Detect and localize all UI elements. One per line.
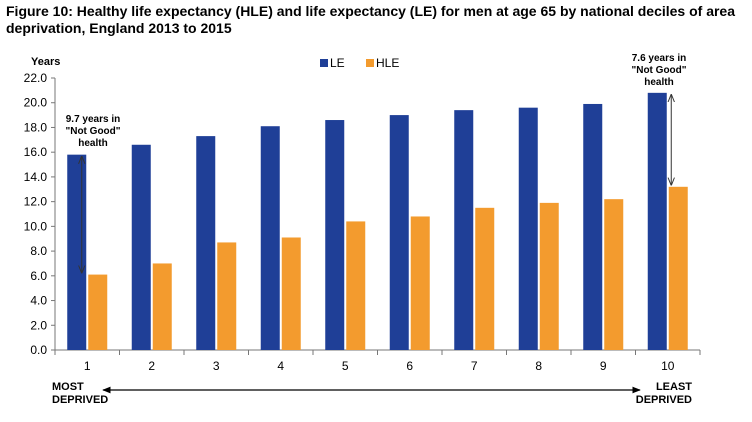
y-tick-label: 4.0	[30, 294, 47, 308]
bar-le-8	[518, 107, 538, 350]
bar-le-6	[389, 115, 409, 350]
y-tick-label: 2.0	[30, 318, 47, 332]
bar-le-1	[67, 154, 87, 350]
x-tick-label: 2	[148, 359, 155, 373]
x-tick-label: 7	[471, 359, 478, 373]
bar-hle-10	[668, 186, 688, 350]
x-tick-label: 9	[600, 359, 607, 373]
least-deprived-label-2: DEPRIVED	[636, 394, 692, 406]
bar-le-2	[131, 144, 151, 350]
x-tick-label: 3	[213, 359, 220, 373]
x-tick-label: 6	[406, 359, 413, 373]
bar-hle-8	[539, 202, 559, 350]
bar-le-10	[647, 92, 667, 350]
y-tick-label: 12.0	[24, 195, 48, 209]
bar-hle-7	[475, 207, 495, 350]
annotation-text-line: health	[78, 138, 107, 149]
x-tick-label: 10	[661, 359, 675, 373]
bar-le-5	[325, 120, 345, 350]
x-tick-label: 8	[535, 359, 542, 373]
y-tick-label: 0.0	[30, 343, 47, 357]
annotation-text-line: "Not Good"	[631, 65, 686, 76]
x-tick-label: 4	[277, 359, 284, 373]
bar-hle-5	[346, 221, 366, 350]
bar-hle-2	[152, 263, 172, 350]
y-tick-label: 6.0	[30, 269, 47, 283]
x-tick-label: 5	[342, 359, 349, 373]
chart-title: Figure 10: Healthy life expectancy (HLE)…	[6, 3, 736, 36]
bar-le-4	[260, 126, 280, 350]
annotation-text-line: 7.6 years in	[632, 53, 686, 64]
annotation-text-line: health	[644, 77, 673, 88]
bar-hle-4	[281, 237, 301, 350]
bar-hle-9	[604, 199, 624, 350]
least-deprived-label-1: LEAST	[656, 381, 692, 393]
bar-hle-6	[410, 216, 430, 350]
y-tick-label: 22.0	[24, 71, 48, 85]
legend-label-hle: HLE	[376, 56, 399, 70]
bar-le-7	[454, 110, 474, 351]
y-tick-label: 10.0	[24, 219, 48, 233]
y-tick-label: 18.0	[24, 120, 48, 134]
bar-hle-3	[217, 242, 237, 350]
annotation-text-line: 9.7 years in	[66, 114, 120, 125]
y-tick-label: 8.0	[30, 244, 47, 258]
y-tick-label: 14.0	[24, 170, 48, 184]
x-tick-label: 1	[84, 359, 91, 373]
annotation-text-line: "Not Good"	[65, 126, 120, 137]
most-deprived-label-2: DEPRIVED	[52, 394, 108, 406]
y-tick-label: 20.0	[24, 96, 48, 110]
bar-hle-1	[88, 274, 108, 350]
bar-le-9	[583, 103, 603, 350]
y-axis-label: Years	[31, 56, 60, 68]
legend-swatch-le	[320, 59, 328, 67]
legend-label-le: LE	[330, 56, 345, 70]
y-tick-label: 16.0	[24, 145, 48, 159]
legend-swatch-hle	[366, 59, 374, 67]
bar-le-3	[196, 136, 216, 350]
most-deprived-label-1: MOST	[52, 381, 84, 393]
